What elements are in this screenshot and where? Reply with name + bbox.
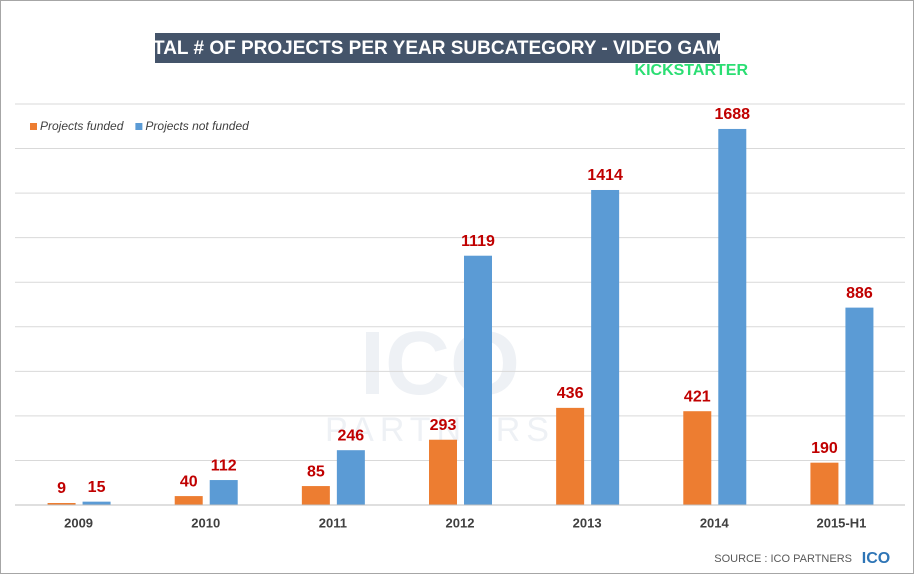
value-label: 190 [811,440,838,457]
x-tick-label: 2010 [191,515,220,530]
bar [718,128,747,505]
value-label: 15 [88,479,106,496]
value-label: 1688 [714,106,750,123]
value-label: 1414 [587,167,623,184]
x-tick-label: 2009 [64,515,93,530]
legend-label: Projects funded [40,119,124,133]
source: SOURCE : ICO PARTNERS [714,553,852,565]
bar [429,439,457,505]
value-label: 112 [211,457,237,474]
bar [464,255,492,505]
x-tick-label: 2012 [446,515,475,530]
legend-swatch [135,123,143,130]
bar [556,407,585,505]
bar [810,462,839,505]
bar [336,450,365,505]
legend-swatch [30,123,37,130]
value-label: 9 [57,480,66,497]
legend-label: Projects not funded [145,119,249,133]
value-label: 421 [684,388,711,405]
bar [683,411,712,505]
value-label: 1119 [461,233,495,250]
bar [301,486,330,505]
chart-title: TOTAL # OF PROJECTS PER YEAR SUBCATEGORY… [127,38,747,59]
x-tick-label: 2015-H1 [816,515,866,530]
logo: KICKSTARTER [635,62,749,79]
title-box [155,33,720,63]
value-label: 436 [557,385,584,402]
bar [591,189,620,505]
bar [82,501,111,505]
bar [47,502,76,505]
value-label: 85 [307,463,325,480]
x-tick-label: 2013 [573,515,602,530]
bar [209,480,238,505]
watermark: ICO [360,314,520,414]
value-label: 293 [430,417,457,434]
x-tick-label: 2014 [700,515,730,530]
value-label: 40 [180,473,198,490]
value-label: 246 [338,427,365,444]
x-tick-label: 2011 [319,515,347,530]
value-label: 886 [846,285,873,302]
bar [845,307,874,505]
bar [174,496,203,505]
source-logo: ICO [862,550,890,567]
